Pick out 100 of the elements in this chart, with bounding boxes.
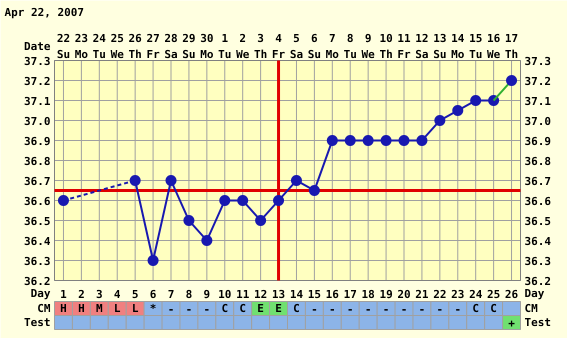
x-tick-label: 18: [362, 288, 375, 301]
text: C: [221, 302, 228, 315]
x2-tick-label: 10 Th: [379, 32, 393, 61]
y-tick-label: 37.3: [24, 55, 51, 68]
x2-tick-label: 15 Tu: [469, 32, 482, 61]
x2-tick-label: 26 Th: [128, 32, 142, 61]
x2-tick-label: 27 Fr: [146, 32, 160, 61]
text: -: [418, 303, 426, 316]
text: L: [114, 302, 121, 315]
text: M: [96, 302, 103, 315]
x2-tick-label: 14 Mo: [451, 32, 465, 61]
x-tick-label: 20: [397, 288, 411, 301]
point: [398, 135, 410, 146]
point: [219, 195, 230, 206]
x2-tick-label: 13 Su: [433, 32, 446, 61]
x-tick-label: 16: [326, 288, 340, 301]
x-tick-label: 1: [60, 288, 68, 301]
y2-tick-label: 36.8: [524, 155, 551, 168]
point: [416, 135, 428, 146]
y-tick-label: 37.0: [24, 115, 51, 128]
point: [58, 195, 69, 206]
text: -: [186, 303, 192, 316]
x-tick-label: 19: [379, 288, 393, 301]
x-tick-label: 22: [433, 288, 446, 301]
text: -: [364, 303, 372, 316]
x2-tick-label: 11 Fr: [397, 32, 411, 61]
y-tick-label: 36.8: [24, 155, 51, 168]
y2-tick-label: 37.2: [524, 75, 551, 88]
y-tick-label: 37.1: [24, 95, 51, 108]
x-tick-label: 9: [204, 288, 210, 301]
chart-title: Apr 22, 2007: [4, 6, 84, 19]
x2-tick-label: 29 Su: [182, 32, 196, 61]
point: [130, 175, 141, 186]
x-tick-label: 14: [290, 288, 304, 301]
text: -: [204, 303, 210, 316]
point: [201, 235, 212, 246]
x-tick-label: 26: [504, 288, 519, 301]
point: [183, 215, 194, 226]
x-tick-label: 25: [486, 288, 500, 301]
y2-tick-label: 36.5: [524, 215, 551, 228]
point: [273, 195, 284, 206]
text: E: [257, 302, 264, 315]
x2-tick-label: 8 Tu: [344, 32, 357, 61]
point: [166, 175, 176, 186]
text: C: [239, 302, 246, 315]
point: [255, 215, 266, 226]
x2-tick-label: 2 We: [236, 32, 250, 61]
x-tick-label: 13: [272, 288, 286, 301]
y-tick-label: 37.2: [24, 75, 51, 88]
text: E: [275, 302, 282, 315]
x2-tick-label: 24 Tu: [92, 32, 106, 61]
point: [434, 115, 446, 126]
x-tick-label: 24: [469, 288, 483, 301]
y-tick-label: Test: [24, 316, 51, 329]
y-tick-label: 36.3: [24, 255, 51, 268]
point: [362, 135, 374, 146]
point: [148, 255, 159, 266]
x2-axis-title: Date: [24, 40, 51, 53]
text: H: [60, 302, 67, 315]
x-tick-label: 6: [150, 288, 157, 301]
y-tick-label: 36.2: [24, 275, 51, 288]
text: -: [436, 303, 444, 316]
x-tick-label: 21: [415, 288, 429, 301]
text: -: [328, 303, 336, 316]
x2-tick-label: 4 Fr: [272, 32, 286, 61]
point: [237, 195, 248, 206]
text: *: [150, 302, 156, 315]
x2-tick-label: 16 We: [486, 32, 501, 61]
x-tick-label: 12: [254, 288, 268, 301]
y2-tick-label: 37.3: [524, 55, 551, 68]
y2-tick-label: Test: [524, 316, 551, 329]
text: -: [382, 303, 390, 316]
point: [308, 185, 320, 196]
point: [326, 135, 338, 146]
point: [290, 175, 302, 186]
x-tick-label: 10: [218, 288, 232, 301]
x-tick-label: 15: [308, 288, 322, 301]
y2-tick-label: 36.6: [524, 195, 552, 208]
x-axis-title: Day: [30, 287, 51, 300]
x2-tick-label: 5 Sa: [290, 32, 304, 61]
text: C: [472, 302, 480, 315]
y2-tick-label: 37.1: [524, 95, 552, 108]
x2-tick-label: 9 We: [362, 32, 376, 61]
text: C: [293, 302, 300, 315]
y2-tick-label: 36.9: [524, 135, 551, 148]
x2-tick-label: 22 Su: [56, 32, 70, 61]
point: [380, 135, 392, 146]
x-tick-label: 7: [168, 288, 174, 301]
point: [452, 105, 464, 116]
text: -: [454, 303, 462, 316]
y-tick-label: 36.5: [24, 215, 51, 228]
y2-tick-label: 36.7: [524, 175, 551, 188]
x2-tick-label: 17 Th: [504, 32, 518, 61]
x2-tick-label: 6 Su: [308, 32, 322, 61]
x2-tick-label: 3 Th: [254, 32, 268, 61]
x2-tick-label: 30 Mo: [200, 32, 214, 61]
x-tick-label: 5: [132, 288, 138, 301]
point: [506, 75, 518, 86]
text: Day: [524, 287, 544, 300]
y-tick-label: 36.6: [24, 195, 51, 208]
